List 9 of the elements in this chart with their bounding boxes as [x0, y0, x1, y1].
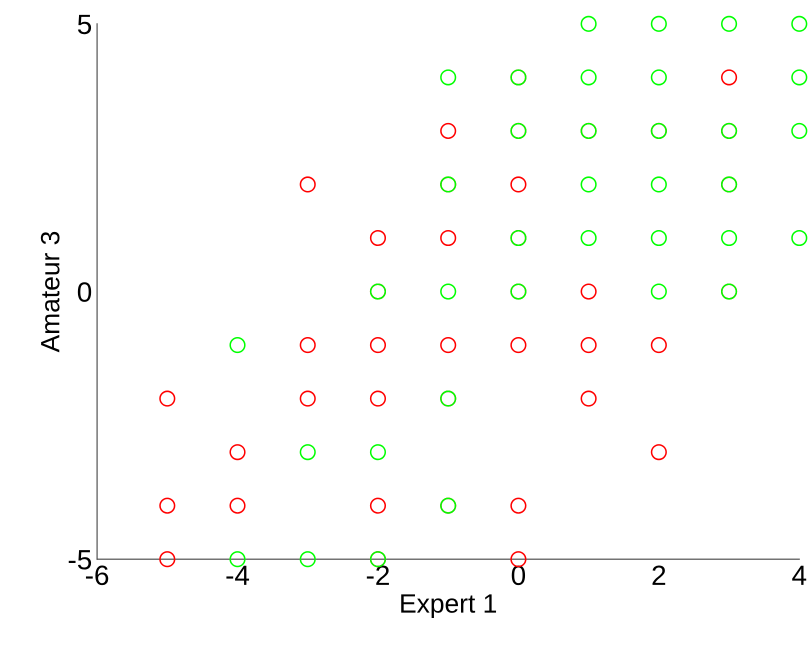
y-tick-label: 0	[78, 282, 92, 302]
y-tick-label: 5	[78, 14, 92, 34]
x-tick-label: -2	[366, 566, 389, 585]
x-axis-title: Expert 1	[401, 594, 496, 618]
x-tick-label: -4	[226, 566, 250, 585]
x-tick-label: 0	[512, 566, 526, 586]
x-tick-label: 2	[652, 566, 666, 585]
y-axis-title: Amateur 3	[40, 232, 60, 352]
x-tick-label: 4	[792, 566, 806, 585]
